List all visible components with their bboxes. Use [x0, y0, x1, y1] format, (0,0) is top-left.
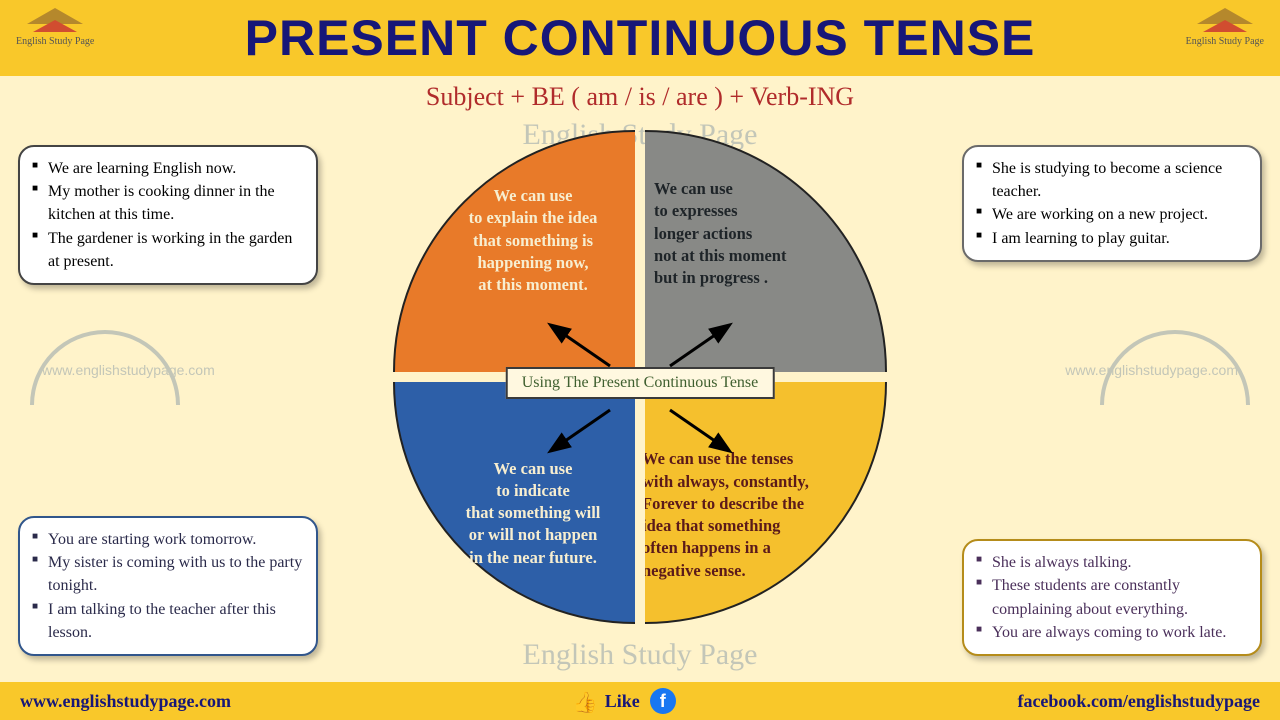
logo-left: English Study Page — [16, 8, 94, 47]
list-item: I am learning to play guitar. — [972, 227, 1248, 250]
example-box-br: She is always talking. These students ar… — [962, 539, 1262, 656]
footer-like-label: Like — [605, 691, 640, 712]
example-list: You are starting work tomorrow. My siste… — [28, 528, 304, 644]
logo-roof-icon — [27, 8, 83, 36]
arrow-bl-icon — [540, 400, 640, 460]
formula-subtitle: Subject + BE ( am / is / are ) + Verb-IN… — [0, 82, 1280, 112]
list-item: My sister is coming with us to the party… — [28, 551, 304, 597]
facebook-icon: f — [650, 688, 676, 714]
page-title: PRESENT CONTINUOUS TENSE — [245, 9, 1036, 67]
example-box-tl: We are learning English now. My mother i… — [18, 145, 318, 285]
footer-url-right: facebook.com/englishstudypage — [1017, 691, 1260, 712]
arrow-br-icon — [640, 400, 740, 460]
quadrant-tl-text: We can useto explain the ideathat someth… — [433, 185, 633, 296]
list-item: We are learning English now. — [28, 157, 304, 180]
logo-right: English Study Page — [1186, 8, 1264, 47]
quadrant-bl-text: We can useto indicatethat something will… — [433, 458, 633, 569]
example-box-tr: She is studying to become a science teac… — [962, 145, 1262, 262]
example-list: She is studying to become a science teac… — [972, 157, 1248, 250]
logo-text: English Study Page — [16, 36, 94, 47]
center-label: Using The Present Continuous Tense — [506, 367, 775, 399]
thumbs-up-icon — [573, 690, 595, 712]
infographic-page: English Study Page PRESENT CONTINUOUS TE… — [0, 0, 1280, 720]
list-item: We are working on a new project. — [972, 203, 1248, 226]
list-item: These students are constantly complainin… — [972, 574, 1248, 620]
footer-url-left: www.englishstudypage.com — [20, 691, 231, 712]
arc-decoration-right — [1100, 330, 1250, 405]
quadrant-tr-text: We can useto expresseslonger actionsnot … — [654, 178, 849, 289]
list-item: She is always talking. — [972, 551, 1248, 574]
arc-decoration-left — [30, 330, 180, 405]
logo-roof-icon — [1197, 8, 1253, 36]
list-item: My mother is cooking dinner in the kitch… — [28, 180, 304, 226]
list-item: I am talking to the teacher after this l… — [28, 598, 304, 644]
list-item: She is studying to become a science teac… — [972, 157, 1248, 203]
footer-band: www.englishstudypage.com Like f facebook… — [0, 682, 1280, 720]
header-band: English Study Page PRESENT CONTINUOUS TE… — [0, 0, 1280, 76]
example-list: We are learning English now. My mother i… — [28, 157, 304, 273]
list-item: You are starting work tomorrow. — [28, 528, 304, 551]
footer-center: Like f — [573, 688, 676, 714]
list-item: The gardener is working in the garden at… — [28, 227, 304, 273]
watermark-bottom: English Study Page — [522, 638, 757, 672]
example-box-bl: You are starting work tomorrow. My siste… — [18, 516, 318, 656]
logo-text: English Study Page — [1186, 36, 1264, 47]
list-item: You are always coming to work late. — [972, 621, 1248, 644]
example-list: She is always talking. These students ar… — [972, 551, 1248, 644]
quadrant-br-text: We can use the tenseswith always, consta… — [645, 448, 857, 582]
